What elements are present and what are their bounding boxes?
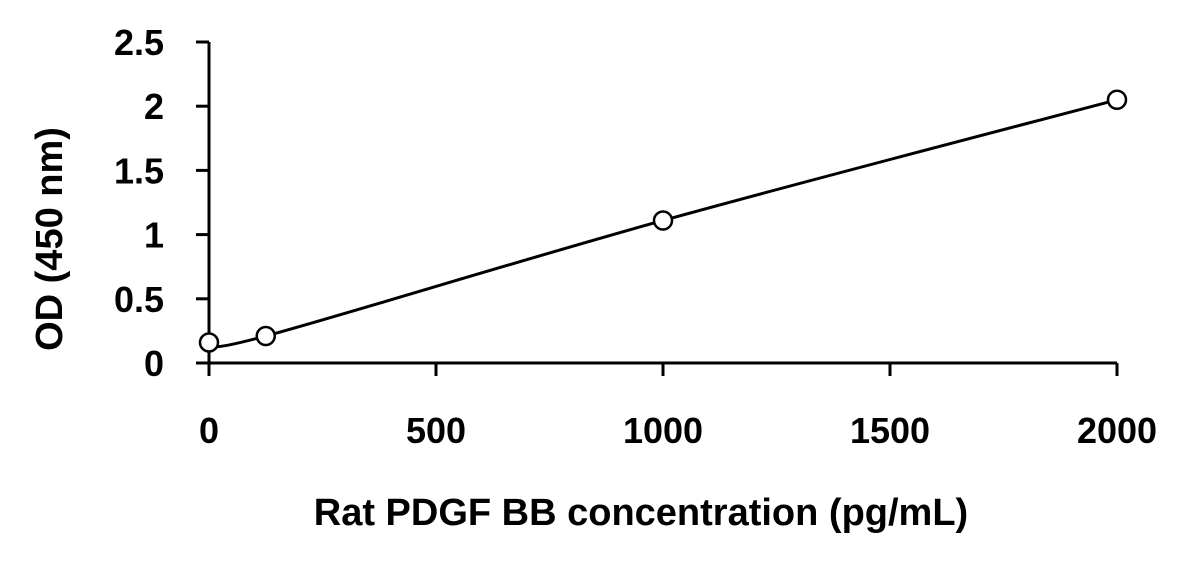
data-series — [198, 89, 1128, 353]
data-point — [652, 210, 674, 231]
series-line — [208, 98, 1118, 349]
x-axis-title: Rat PDGF BB concentration (pg/mL) — [314, 492, 968, 534]
data-point — [255, 325, 276, 347]
y-tick-label: 2 — [144, 86, 164, 127]
x-tick-label: 1500 — [850, 410, 930, 451]
y-tick-label: 1 — [144, 215, 164, 256]
x-tick-label: 500 — [406, 410, 466, 451]
data-point — [1106, 89, 1128, 111]
y-tick-label: 2.5 — [114, 22, 164, 63]
data-point — [198, 332, 220, 353]
axis-labels: OD (450 nm) Rat PDGF BB concentration (p… — [29, 127, 968, 534]
y-tick-label: 0 — [144, 343, 164, 384]
y-tick-label: 1.5 — [114, 150, 164, 191]
x-tick-label: 1000 — [623, 410, 703, 451]
y-tick-label: 0.5 — [114, 279, 164, 320]
x-tick-label: 2000 — [1077, 410, 1157, 451]
y-axis-title: OD (450 nm) — [29, 127, 71, 351]
x-tick-label: 0 — [199, 410, 219, 451]
axes: 0 0.5 1 1.5 2 2.5 0 500 1000 1500 2000 — [114, 22, 1157, 451]
